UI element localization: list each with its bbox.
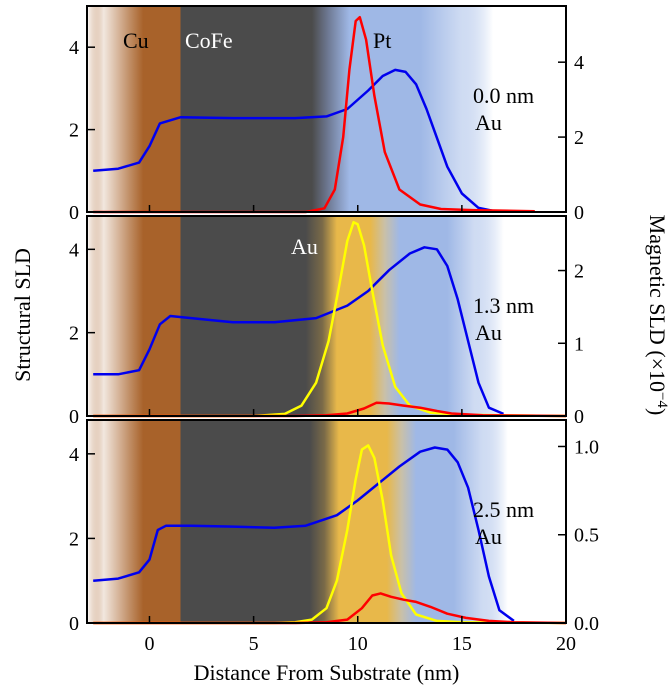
right-tick-label: 1.0: [574, 436, 599, 458]
x-tick-label: 15: [452, 633, 472, 655]
thickness-label-material: Au: [475, 320, 502, 345]
right-tick-label: 2: [574, 261, 584, 283]
left-tick-label: 2: [69, 528, 79, 550]
layer-label-cofe: CoFe: [185, 28, 233, 53]
panel-frame: [86, 419, 567, 624]
panel-bottom: [87, 420, 567, 625]
right-tick-label: 0: [574, 202, 584, 224]
left-tick-label: 0: [69, 406, 79, 428]
x-tick-label: 10: [348, 633, 368, 655]
panel-frame: [86, 5, 567, 213]
series-line-blue: [93, 68, 494, 213]
x-axis-title: Distance From Substrate (nm): [194, 660, 460, 685]
y-axis-right-title: Magnetic SLD (×10−4): [645, 215, 669, 416]
right-tick-label: 2: [574, 127, 584, 149]
panel-middle: [87, 216, 567, 418]
thickness-label-material: Au: [475, 110, 502, 135]
layer-band-background: [87, 6, 566, 212]
right-tick-label: 0.0: [574, 613, 599, 635]
right-tick-label: 0: [574, 406, 584, 428]
left-tick-label: 2: [69, 323, 79, 345]
left-tick-label: 4: [69, 239, 79, 261]
series-line-blue: [93, 246, 504, 416]
left-tick-label: 0: [69, 613, 79, 635]
thickness-label: 1.3 nm: [473, 293, 534, 318]
y-axis-left-title: Structural SLD: [10, 248, 35, 382]
layer-label-pt: Pt: [373, 28, 391, 53]
series-line-yellow: [93, 444, 567, 625]
x-tick-label: 0: [144, 633, 154, 655]
thickness-label-material: Au: [475, 524, 502, 549]
layer-label-au: Au: [291, 234, 318, 259]
panel-top: [87, 6, 566, 214]
series-line-blue: [93, 446, 515, 622]
layer-band-background: [87, 216, 566, 416]
right-tick-label: 4: [574, 52, 584, 74]
layer-label-cu: Cu: [123, 28, 149, 53]
thickness-label: 2.5 nm: [473, 497, 534, 522]
left-tick-label: 4: [69, 37, 79, 59]
left-tick-label: 0: [69, 202, 79, 224]
left-tick-label: 4: [69, 444, 79, 466]
series-line-red: [93, 592, 567, 625]
series-line-red: [93, 15, 535, 214]
panel-frame: [86, 215, 567, 417]
thickness-label: 0.0 nm: [473, 83, 534, 108]
right-tick-label: 0.5: [574, 525, 599, 547]
layer-band-background: [87, 420, 566, 623]
left-tick-label: 2: [69, 120, 79, 142]
x-tick-label: 20: [556, 633, 576, 655]
x-tick-label: 5: [249, 633, 259, 655]
right-tick-label: 1: [574, 333, 584, 355]
